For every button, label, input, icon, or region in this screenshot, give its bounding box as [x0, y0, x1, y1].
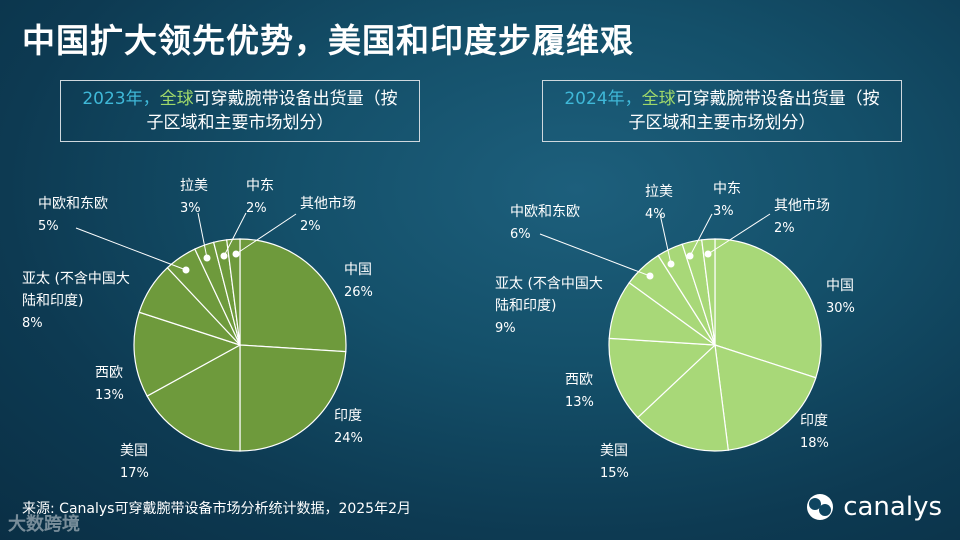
- slice-value-label: 26%: [344, 285, 373, 300]
- slice-value-label: 18%: [800, 436, 829, 451]
- leader-dot: [686, 252, 694, 260]
- slice-value-label: 2%: [300, 219, 321, 234]
- slice-value-label: 2%: [774, 221, 795, 236]
- pie-slice: [636, 343, 729, 452]
- chart-title-region: 全球: [641, 89, 676, 109]
- slice-value-label: 24%: [334, 431, 363, 446]
- slice-value-label: 2%: [246, 201, 267, 216]
- slice-label: 中东: [713, 181, 741, 197]
- chart-title-year: 2024年，: [564, 89, 642, 109]
- leader-line: [707, 213, 771, 255]
- slice-value-label: 9%: [495, 321, 516, 336]
- slice-value-label: 13%: [565, 395, 594, 410]
- pie-slice: [239, 238, 347, 353]
- canalys-logo-icon: [807, 494, 834, 520]
- pie-slice: [701, 238, 716, 346]
- slice-value-label: 15%: [600, 466, 629, 481]
- leader-dot: [203, 254, 211, 262]
- pie-slice: [239, 344, 347, 452]
- slice-label: 美国: [120, 443, 148, 459]
- brand-name: canalys: [843, 492, 942, 522]
- canalys-logo: canalys: [805, 492, 942, 522]
- slice-value-label: 3%: [713, 204, 734, 219]
- chart-title-region: 全球: [159, 89, 194, 109]
- chart-title-rest-1: 可穿戴腕带设备出货量（按: [675, 89, 880, 109]
- slice-value-label: 5%: [38, 219, 59, 234]
- slice-value-label: 6%: [510, 227, 531, 242]
- leader-line: [659, 213, 672, 265]
- pie-slice: [226, 238, 241, 346]
- pie-slice: [608, 337, 717, 419]
- leader-line: [223, 212, 247, 257]
- chart-title-2024: 2024年，全球可穿戴腕带设备出货量（按 子区域和主要市场划分）: [542, 80, 902, 142]
- slice-label: 其他市场: [774, 197, 830, 214]
- slice-label: 美国: [600, 443, 628, 459]
- leader-line: [235, 213, 297, 255]
- slice-label: 中欧和东欧: [510, 204, 580, 220]
- slice-label: 中国: [344, 262, 372, 278]
- slice-value-label: 4%: [645, 207, 666, 222]
- slice-label: 中东: [246, 178, 274, 194]
- slice-label: 拉美: [180, 178, 208, 194]
- slice-label: 亚太 (不含中国大: [22, 271, 130, 287]
- slice-label: 陆和印度): [22, 293, 83, 309]
- leader-line: [75, 227, 187, 271]
- slice-label: 陆和印度): [495, 298, 556, 314]
- slice-value-label: 8%: [22, 316, 43, 331]
- slice-label: 拉美: [645, 184, 673, 200]
- chart-title-2023: 2023年，全球可穿戴腕带设备出货量（按 子区域和主要市场划分）: [60, 80, 420, 142]
- chart-title-year: 2023年，: [82, 89, 160, 109]
- slice-label: 中国: [826, 278, 854, 294]
- chart-title-rest-2: 子区域和主要市场划分）: [146, 113, 334, 133]
- pie-slice: [714, 344, 817, 451]
- leader-dot: [182, 266, 190, 274]
- slice-value-label: 13%: [95, 388, 124, 403]
- leader-dot: [232, 250, 240, 258]
- slice-label: 其他市场: [300, 195, 356, 212]
- pie-slice: [714, 238, 822, 379]
- leader-dot: [667, 260, 675, 268]
- leader-dot: [220, 252, 228, 260]
- page-title: 中国扩大领先优势，美国和印度步履维艰: [22, 21, 634, 60]
- slice-label: 亚太 (不含中国大: [495, 276, 603, 292]
- chart-title-rest-1: 可穿戴腕带设备出货量（按: [193, 89, 398, 109]
- slice-label: 西欧: [565, 372, 593, 388]
- pie-slice: [146, 343, 241, 452]
- leader-dot: [704, 250, 712, 258]
- leader-dot: [646, 272, 654, 280]
- slice-value-label: 3%: [180, 201, 201, 216]
- watermark: 大数跨境: [8, 514, 80, 535]
- source-note: 来源: Canalys可穿戴腕带设备市场分析统计数据，2025年2月: [22, 501, 411, 517]
- slice-label: 中欧和东欧: [38, 196, 108, 212]
- slice-value-label: 17%: [120, 466, 149, 481]
- pie-slice: [133, 311, 242, 397]
- chart-title-rest-2: 子区域和主要市场划分）: [628, 113, 816, 133]
- slice-value-label: 30%: [826, 301, 855, 316]
- leader-line: [689, 213, 713, 257]
- leader-line: [539, 233, 651, 277]
- slice-label: 印度: [334, 408, 362, 424]
- leader-line: [197, 212, 208, 259]
- slice-label: 西欧: [95, 365, 123, 381]
- slice-label: 印度: [800, 413, 828, 429]
